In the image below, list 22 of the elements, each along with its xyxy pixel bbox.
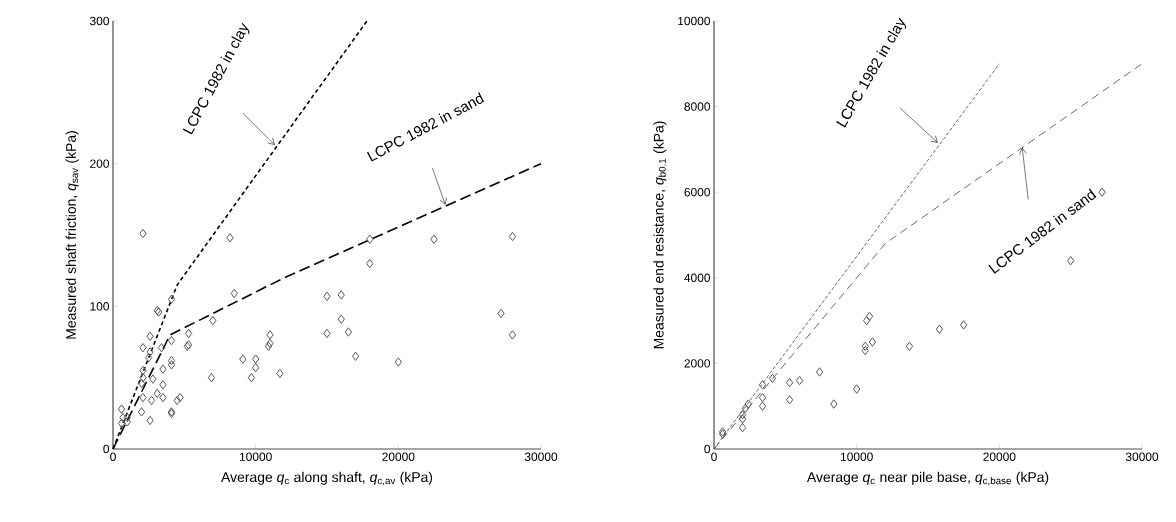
x-tick-label: 0 — [110, 452, 116, 461]
x-tick-label: 20000 — [983, 452, 1016, 461]
x-tick-label: 10000 — [239, 452, 272, 461]
x-tick-label: 10000 — [840, 452, 873, 461]
y-tick-label: 200 — [90, 159, 110, 168]
x-tick-label: 30000 — [524, 452, 558, 461]
y-axis-title: Measured end resistance, q$_{b0.1}$ (kPa) — [653, 121, 667, 349]
x-tick-label: 30000 — [1125, 452, 1159, 461]
x-axis-title: Average q$_{c}$ near pile base, q$_{c,base}$ (kPa) — [806, 471, 1049, 486]
x-tick-label: 20000 — [382, 452, 415, 461]
y-tick-label: 0 — [704, 444, 711, 454]
y-tick-label: 4000 — [684, 273, 711, 283]
y-tick-label: 100 — [90, 302, 110, 311]
x-axis-title: Average q$_{c}$ along shaft, q$_{c,av}$ (kPa) — [221, 471, 433, 486]
x-tick-label: 0 — [711, 452, 717, 461]
y-tick-label: 8000 — [684, 102, 711, 111]
y-tick-label: 300 — [89, 16, 110, 26]
y-tick-label: 0 — [103, 444, 110, 454]
y-tick-label: 10000 — [678, 16, 711, 26]
y-tick-label: 2000 — [684, 359, 711, 368]
y-axis-title: Measured shaft friction, q$_{sav}$ (kPa) — [65, 131, 79, 339]
y-tick-label: 6000 — [684, 187, 711, 197]
